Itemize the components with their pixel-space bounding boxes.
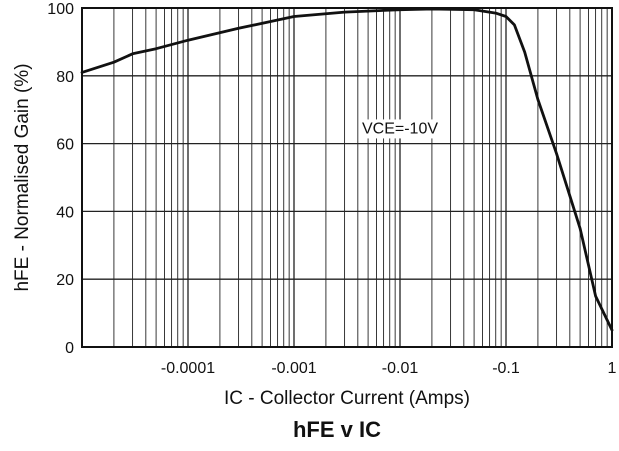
y-tick-label: 40 (56, 204, 74, 221)
x-axis-title: IC - Collector Current (Amps) (224, 388, 470, 409)
x-tick-label: -0.01 (382, 360, 419, 377)
y-tick-label: 60 (56, 137, 74, 154)
series-layer (80, 7, 614, 332)
y-tick-label: 0 (65, 340, 74, 357)
plot-frame (81, 7, 613, 348)
x-tick-label: 1 (608, 360, 617, 377)
x-tick-label: -0.0001 (161, 360, 215, 377)
series-line (80, 7, 614, 332)
grid (82, 8, 612, 347)
x-tick-label: -0.1 (492, 360, 520, 377)
annotation-layer: VCE=-10V (358, 119, 442, 139)
tick-labels: -0.0001 -0.001 -0.01 -0.1 1 0 20 40 60 80 100 (47, 1, 616, 377)
y-tick-label: 20 (56, 272, 74, 289)
y-tick-label: 100 (47, 1, 74, 18)
vce-annotation: VCE=-10V (362, 120, 438, 137)
x-tick-label: -0.001 (271, 360, 316, 377)
chart-title: hFE v IC (293, 417, 381, 442)
annotation-background (358, 119, 442, 139)
y-tick-label: 80 (56, 69, 74, 86)
y-axis-title: hFE - Normalised Gain (%) (12, 63, 33, 291)
